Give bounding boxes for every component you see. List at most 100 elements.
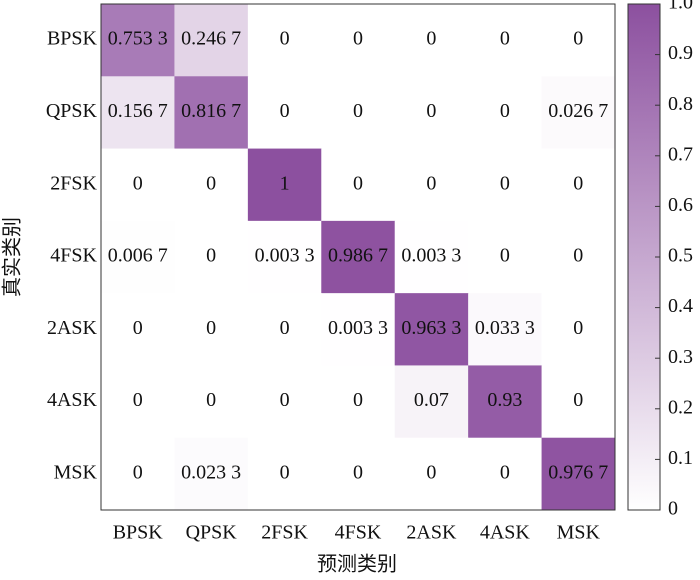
cell-label: 0 bbox=[500, 461, 510, 483]
cell-label: 0 bbox=[133, 172, 143, 194]
cell bbox=[174, 220, 249, 294]
cell bbox=[101, 365, 175, 439]
colorbar-tick-label: 0.1 bbox=[668, 447, 693, 469]
colorbar bbox=[627, 3, 661, 511]
cell bbox=[247, 148, 322, 222]
colorbar-tick-label: 0.2 bbox=[668, 396, 693, 418]
cell-label: 0 bbox=[426, 28, 436, 50]
cell bbox=[101, 148, 175, 222]
cell-label: 0 bbox=[500, 172, 510, 194]
cell-label: 0.006 7 bbox=[108, 245, 168, 267]
cell bbox=[394, 293, 469, 366]
cell-label: 0 bbox=[353, 172, 363, 194]
cell-label: 0 bbox=[353, 461, 363, 483]
x-tick-label: 4ASK bbox=[480, 522, 531, 544]
colorbar-tick-label: 0.5 bbox=[668, 245, 693, 267]
colorbar-tick-label: 0.9 bbox=[668, 42, 693, 64]
cell-label: 0 bbox=[573, 172, 583, 194]
cell bbox=[541, 4, 616, 77]
cell-label: 0 bbox=[500, 245, 510, 267]
cell bbox=[394, 365, 469, 439]
cell bbox=[321, 148, 396, 222]
cell bbox=[174, 148, 249, 222]
cell-label: 0 bbox=[280, 100, 290, 122]
cell-label: 0 bbox=[133, 389, 143, 411]
cell bbox=[321, 220, 396, 294]
cell bbox=[247, 220, 322, 294]
plot-frame bbox=[100, 3, 616, 511]
y-tick-label: 4ASK bbox=[47, 389, 98, 411]
cell-label: 0 bbox=[353, 28, 363, 50]
y-axis-label: 真实类别 bbox=[1, 217, 24, 297]
cell bbox=[101, 4, 175, 77]
y-tick-label: 2FSK bbox=[50, 172, 97, 194]
cell-label: 0 bbox=[500, 100, 510, 122]
cell bbox=[321, 293, 396, 366]
colorbar-tick-label: 0.8 bbox=[668, 93, 693, 115]
cell bbox=[174, 293, 249, 366]
cell-label: 0.816 7 bbox=[181, 100, 241, 122]
cell bbox=[468, 76, 543, 150]
cell-label: 0 bbox=[206, 172, 216, 194]
cell bbox=[468, 293, 543, 366]
cell bbox=[101, 76, 175, 150]
cell bbox=[541, 365, 616, 439]
cell bbox=[321, 76, 396, 150]
y-tick-label: 2ASK bbox=[47, 317, 98, 339]
y-tick-label: 4FSK bbox=[50, 245, 97, 267]
cell bbox=[247, 365, 322, 439]
cell-label: 0 bbox=[573, 245, 583, 267]
cell bbox=[321, 437, 396, 511]
colorbar-tick-label: 0 bbox=[668, 498, 678, 520]
cell-label: 0 bbox=[426, 461, 436, 483]
cell-label: 0.93 bbox=[487, 389, 522, 411]
cell bbox=[247, 76, 322, 150]
cell-label: 0 bbox=[573, 317, 583, 339]
cell-label: 0.156 7 bbox=[108, 100, 168, 122]
cell bbox=[321, 4, 396, 77]
y-tick-label: BPSK bbox=[47, 28, 98, 50]
cell bbox=[468, 437, 543, 511]
cell bbox=[541, 148, 616, 222]
y-tick-label: QPSK bbox=[46, 100, 98, 122]
cell bbox=[321, 365, 396, 439]
cell-label: 0 bbox=[426, 172, 436, 194]
cell bbox=[174, 76, 249, 150]
cell-label: 0 bbox=[573, 389, 583, 411]
cell-label: 0.003 3 bbox=[401, 245, 461, 267]
cell-label: 0 bbox=[206, 317, 216, 339]
x-tick-label: QPSK bbox=[186, 522, 238, 544]
cell bbox=[101, 437, 175, 511]
cell-label: 0 bbox=[280, 461, 290, 483]
cell bbox=[394, 437, 469, 511]
cell bbox=[468, 148, 543, 222]
cell bbox=[247, 293, 322, 366]
cell-label: 0.986 7 bbox=[328, 245, 388, 267]
cell-label: 0.07 bbox=[414, 389, 449, 411]
x-tick-label: 4FSK bbox=[335, 522, 382, 544]
x-tick-label: MSK bbox=[557, 522, 601, 544]
cell-label: 0 bbox=[500, 28, 510, 50]
x-tick-label: BPSK bbox=[113, 522, 164, 544]
x-tick-label: 2ASK bbox=[406, 522, 457, 544]
cell-label: 0 bbox=[280, 389, 290, 411]
cell bbox=[247, 4, 322, 77]
cell-label: 0.033 3 bbox=[475, 317, 535, 339]
cell-label: 0.246 7 bbox=[181, 28, 241, 50]
colorbar-tick-label: 0.7 bbox=[668, 143, 693, 165]
cell-label: 0.003 3 bbox=[255, 245, 315, 267]
cell-label: 0.963 3 bbox=[401, 317, 461, 339]
cell-label: 0 bbox=[206, 245, 216, 267]
cell-label: 0 bbox=[133, 461, 143, 483]
cell bbox=[468, 365, 543, 439]
cell bbox=[174, 365, 249, 439]
x-tick-label: 2FSK bbox=[261, 522, 308, 544]
cell bbox=[101, 293, 175, 366]
cell bbox=[468, 4, 543, 77]
cell bbox=[394, 76, 469, 150]
cell-label: 0 bbox=[206, 389, 216, 411]
colorbar-tick-label: 0.4 bbox=[668, 295, 693, 317]
cell-label: 0 bbox=[133, 317, 143, 339]
colorbar-tick-label: 0.3 bbox=[668, 346, 693, 368]
